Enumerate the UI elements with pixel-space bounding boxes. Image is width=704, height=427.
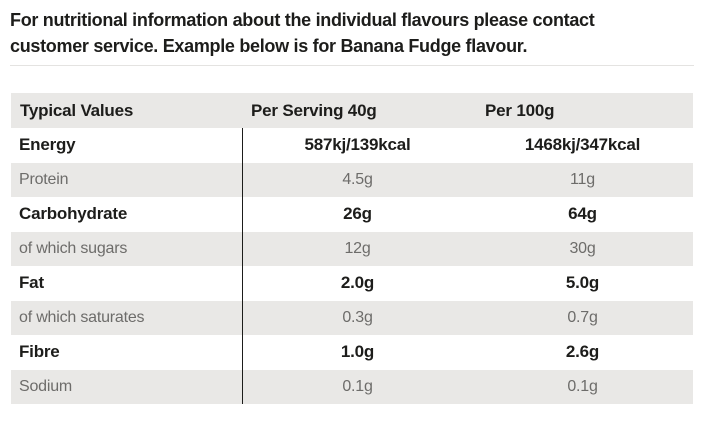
intro-line-2: customer service. Example below is for B…: [10, 36, 528, 56]
row-label: Protein: [19, 170, 69, 188]
per-serving-value: 4.5g: [242, 162, 472, 197]
per-serving-value: 587kj/139kcal: [242, 128, 472, 163]
per-100g-value: 30g: [569, 239, 596, 257]
table-row-sodium: Sodium 0.1g 0.1g: [11, 369, 693, 404]
intro-line-1: For nutritional information about the in…: [10, 10, 595, 30]
table-row-carbohydrate: Carbohydrate 26g 64g: [11, 197, 693, 232]
row-label: of which saturates: [19, 308, 145, 326]
table-header-row: Typical Values Per Serving 40g Per 100g: [11, 93, 693, 128]
per-serving-value: 12g: [242, 231, 472, 266]
per-serving-value: 1.0g: [242, 335, 472, 370]
per-serving-value: 2.0g: [242, 266, 472, 301]
per-serving-value: 0.3g: [242, 300, 472, 335]
intro-text: For nutritional information about the in…: [0, 0, 704, 59]
per-100g-value: 64g: [568, 204, 597, 224]
per-100g-value: 0.1g: [567, 377, 598, 395]
table-row-of-which-sugars: of which sugars 12g 30g: [11, 231, 693, 266]
per-100g-value: 5.0g: [565, 273, 600, 293]
row-label: Energy: [19, 135, 76, 155]
header-per-serving: Per Serving 40g: [251, 100, 377, 120]
header-typical-values: Typical Values: [20, 100, 134, 120]
table-row-energy: Energy 587kj/139kcal 1468kj/347kcal: [11, 128, 693, 163]
per-serving-value: 0.1g: [242, 369, 472, 404]
per-100g-value: 11g: [570, 170, 595, 188]
per-100g-value: 0.7g: [567, 308, 598, 326]
divider-rule: [10, 65, 694, 66]
nutrition-table: Typical Values Per Serving 40g Per 100g …: [11, 93, 693, 404]
table-row-of-which-saturates: of which saturates 0.3g 0.7g: [11, 300, 693, 335]
row-label: Sodium: [19, 377, 73, 395]
table-row-fat: Fat 2.0g 5.0g: [11, 266, 693, 301]
row-label: Fibre: [19, 342, 60, 362]
row-label: Carbohydrate: [19, 204, 128, 224]
table-row-protein: Protein 4.5g 11g: [11, 162, 693, 197]
per-100g-value: 1468kj/347kcal: [524, 135, 641, 155]
per-100g-value: 2.6g: [565, 342, 600, 362]
row-label: of which sugars: [19, 239, 128, 257]
table-row-fibre: Fibre 1.0g 2.6g: [11, 335, 693, 370]
header-per-100g: Per 100g: [485, 100, 555, 120]
row-label: Fat: [19, 273, 44, 293]
per-serving-value: 26g: [242, 197, 472, 232]
